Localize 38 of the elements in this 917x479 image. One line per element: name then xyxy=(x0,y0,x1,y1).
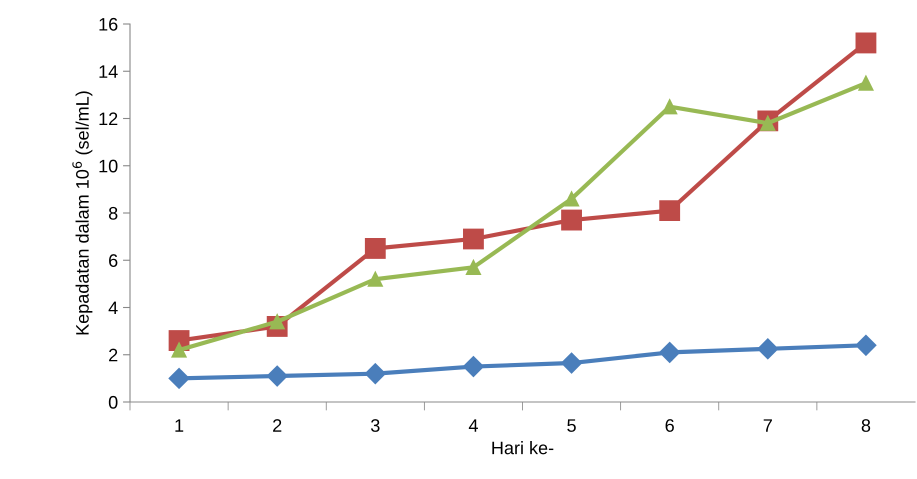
x-axis-title: Hari ke- xyxy=(492,441,554,454)
x-tick-label: 4 xyxy=(468,419,478,432)
point xyxy=(757,338,778,360)
point xyxy=(168,368,190,389)
x-tick-label: 3 xyxy=(370,419,380,432)
point xyxy=(368,272,383,287)
y-tick-label: 4 xyxy=(108,302,118,314)
y-tick-label: 10 xyxy=(99,160,118,172)
y-tick-label: 6 xyxy=(109,254,118,267)
x-tick-label: 5 xyxy=(567,419,576,432)
y-tick-label: 16 xyxy=(99,18,118,31)
x-tick-label: 1 xyxy=(175,419,184,432)
point xyxy=(463,228,484,250)
point xyxy=(659,200,680,222)
y-tick-label: 8 xyxy=(108,206,118,220)
x-tick-label: 6 xyxy=(666,419,674,432)
point xyxy=(466,260,482,275)
point xyxy=(561,210,582,231)
point xyxy=(856,32,876,54)
point xyxy=(662,99,678,114)
y-axis-title: Kepadatan dalam 10$^{6}$ (sel/mL) xyxy=(72,91,92,334)
x-tick-label: 2 xyxy=(273,419,282,432)
point xyxy=(266,365,288,387)
y-tick-label: 2 xyxy=(109,348,118,362)
x-tick-label: 8 xyxy=(862,419,870,432)
point xyxy=(171,342,187,358)
y-tick-label: 12 xyxy=(99,112,118,126)
point xyxy=(564,191,580,206)
point xyxy=(561,352,582,374)
y-tick-label: 14 xyxy=(99,65,118,78)
x-tick-label: 7 xyxy=(764,419,772,432)
point xyxy=(855,334,876,356)
point xyxy=(462,356,484,378)
y-tick-label: 0 xyxy=(108,396,118,409)
point xyxy=(364,238,386,259)
point xyxy=(364,363,386,384)
point xyxy=(659,342,680,363)
point xyxy=(858,75,874,91)
